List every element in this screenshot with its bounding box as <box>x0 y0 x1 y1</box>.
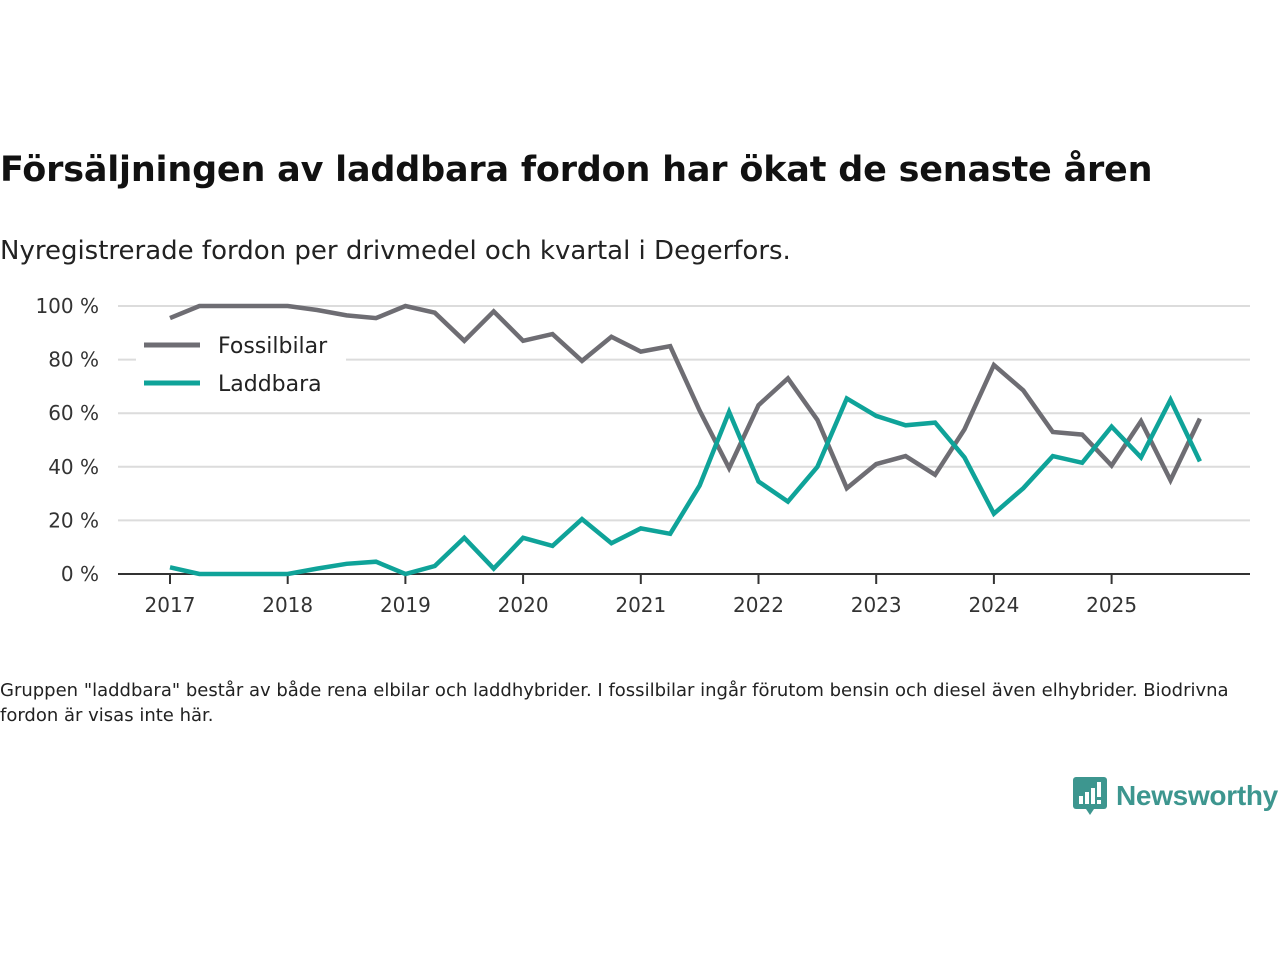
legend-label-laddbara: Laddbara <box>218 372 322 397</box>
x-tick-label: 2023 <box>851 593 902 617</box>
chart-title: Försäljningen av laddbara fordon har öka… <box>0 150 1153 190</box>
x-tick-label: 2024 <box>968 593 1019 617</box>
series-line-laddbara <box>169 394 1202 577</box>
x-axis: 2017 2018 2019 2020 2021 2022 2023 2024 2025 <box>118 573 1250 617</box>
footnote: Gruppen "laddbara" består av både rena e… <box>0 680 1229 726</box>
y-tick-label: 100 % <box>35 294 99 318</box>
y-tick-label: 40 % <box>48 455 99 479</box>
y-tick-label: 60 % <box>48 401 99 425</box>
series-line-fossilbilar <box>169 303 1202 492</box>
brand-logo: Newsworthy <box>1072 776 1278 816</box>
newsworthy-logo-icon <box>1073 777 1107 815</box>
y-axis-ticks: 0 % 20 % 40 % 60 % 80 % 100 % <box>35 294 99 586</box>
x-tick-label: 2019 <box>380 593 431 617</box>
legend-label-fossilbilar: Fossilbilar <box>218 334 328 359</box>
x-tick-label: 2017 <box>145 593 196 617</box>
line-chart: 0 % 20 % 40 % 60 % 80 % 100 % 2017 2018 2019 202… <box>35 294 1250 617</box>
series-lines <box>169 303 1202 577</box>
x-tick-label: 2018 <box>262 593 313 617</box>
chart-subtitle: Nyregistrerade fordon per drivmedel och … <box>0 236 791 266</box>
y-tick-label: 80 % <box>48 348 99 372</box>
x-tick-label: 2021 <box>615 593 666 617</box>
brand-name: Newsworthy <box>1116 780 1278 811</box>
x-tick-label: 2020 <box>498 593 549 617</box>
legend: Fossilbilar Laddbara <box>136 328 346 398</box>
x-tick-label: 2025 <box>1086 593 1137 617</box>
y-tick-label: 0 % <box>61 562 99 586</box>
x-tick-label: 2022 <box>733 593 784 617</box>
legend-background <box>136 328 346 398</box>
y-tick-label: 20 % <box>48 508 99 532</box>
